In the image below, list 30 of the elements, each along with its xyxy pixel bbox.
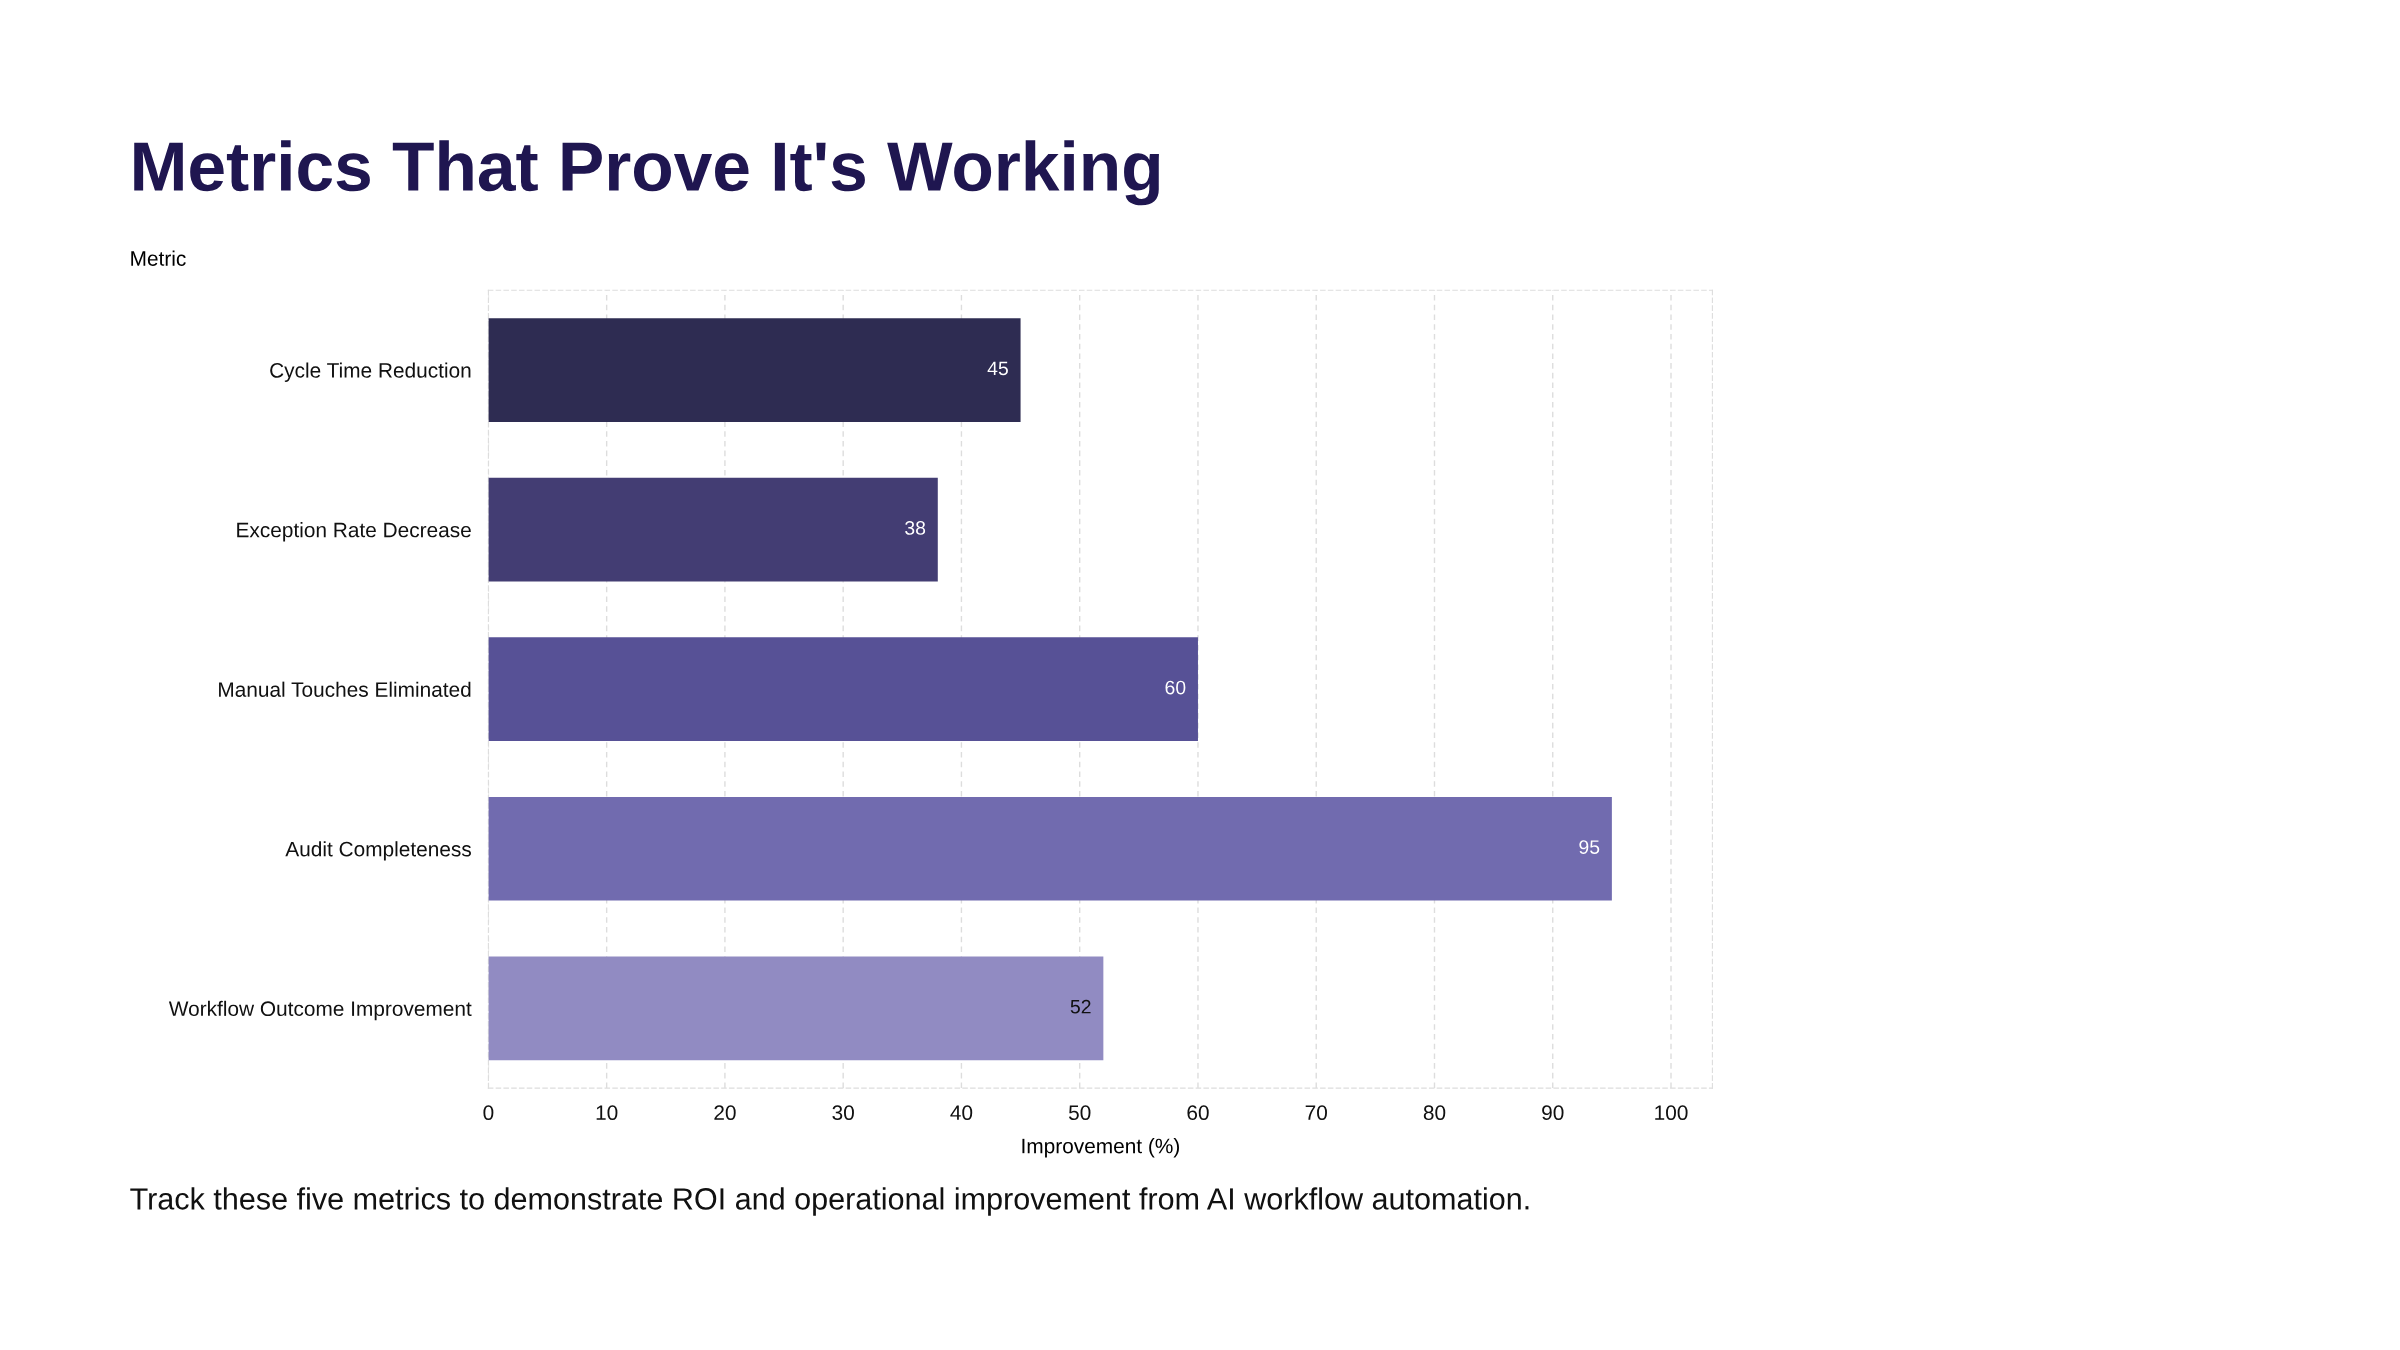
y-tick-label: Cycle Time Reduction <box>270 362 471 382</box>
y-tick-label: Exception Rate Decrease <box>237 522 471 542</box>
x-tick-label: 100 <box>1655 1105 1688 1121</box>
y-tick-label: Audit Completeness <box>285 841 471 861</box>
bar <box>488 796 1612 901</box>
x-tick-label: 30 <box>832 1105 854 1121</box>
x-tick-label: 10 <box>596 1105 618 1121</box>
chart-title: Metrics That Prove It's Working <box>134 140 1159 206</box>
x-tick-label: 20 <box>714 1105 736 1121</box>
y-axis-title: Metric <box>131 250 186 266</box>
y-tick-label: Workflow Outcome Improvement <box>168 1000 472 1021</box>
data-label: 95 <box>1579 840 1600 854</box>
bar <box>488 477 938 582</box>
bar <box>488 956 1104 1061</box>
x-tick-label: 50 <box>1068 1105 1091 1121</box>
bar <box>488 318 1021 422</box>
x-axis-title: Improvement (%) <box>1022 1138 1179 1158</box>
y-tick-label: Manual Touches Eliminated <box>219 681 471 697</box>
data-label: 45 <box>987 361 1008 376</box>
x-tick-label: 70 <box>1305 1105 1327 1121</box>
x-tick-label: 0 <box>483 1105 494 1121</box>
data-label: 38 <box>905 521 926 535</box>
data-label: 60 <box>1165 680 1186 695</box>
x-tick-label: 80 <box>1423 1105 1446 1121</box>
x-tick-label: 90 <box>1542 1105 1564 1121</box>
x-tick-label: 40 <box>950 1105 973 1121</box>
bar <box>488 637 1198 742</box>
x-tick-label: 60 <box>1187 1105 1209 1121</box>
text: Track these five metrics to demonstrate ROI and operational improvement from AI workflow automation. <box>130 1187 1529 1216</box>
data-label: 52 <box>1070 999 1091 1014</box>
